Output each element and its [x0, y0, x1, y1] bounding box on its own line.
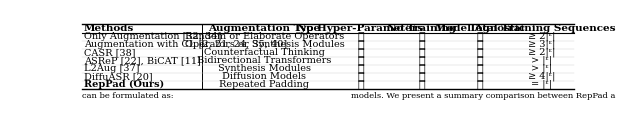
Text: ✓: ✓ [476, 47, 483, 58]
Text: ✗: ✗ [357, 31, 364, 42]
Text: ✓: ✓ [476, 39, 483, 50]
Text: ✓: ✓ [357, 79, 364, 90]
Text: > |ᵋ|: > |ᵋ| [531, 56, 552, 65]
Text: RepPad (Ours): RepPad (Ours) [84, 80, 164, 89]
Text: ✓: ✓ [476, 63, 483, 74]
Text: ASReP [22], BiCAT [11]: ASReP [22], BiCAT [11] [84, 56, 201, 65]
Text: Diffusion Models: Diffusion Models [223, 72, 307, 81]
Text: ✓: ✓ [476, 71, 483, 82]
Text: Augmentation with CL [2, 21, 24, 35, 40]: Augmentation with CL [2, 21, 24, 35, 40] [84, 40, 287, 49]
Text: Model Agnostic: Model Agnostic [435, 24, 524, 33]
Text: Augmentation Type: Augmentation Type [209, 24, 321, 33]
Text: ✗: ✗ [357, 55, 364, 66]
Text: ✗: ✗ [357, 71, 364, 82]
Text: models. We present a summary comparison between RepPad a: models. We present a summary comparison … [351, 92, 616, 100]
Text: ✗: ✗ [419, 71, 425, 82]
Text: L2Aug [37]: L2Aug [37] [84, 64, 140, 73]
Text: ≥ 4|ᵋ|: ≥ 4|ᵋ| [528, 72, 556, 81]
Text: Total Training Sequences: Total Training Sequences [468, 24, 615, 33]
Text: Random or Elaborate Operators: Random or Elaborate Operators [185, 32, 344, 41]
Text: > |ᵋ|: > |ᵋ| [531, 64, 552, 73]
Text: Methods: Methods [84, 24, 134, 33]
Text: ✗: ✗ [357, 47, 364, 58]
Text: No Training: No Training [387, 24, 456, 33]
Text: ✓: ✓ [476, 79, 483, 90]
Text: ✗: ✗ [476, 55, 483, 66]
Text: ✗: ✗ [419, 39, 425, 50]
Text: Bidirectional Transformers: Bidirectional Transformers [197, 56, 332, 65]
Text: = |ᵋ|: = |ᵋ| [531, 80, 552, 90]
Text: ✓: ✓ [419, 79, 425, 90]
Text: CASR [38]: CASR [38] [84, 48, 136, 57]
Text: ✗: ✗ [357, 39, 364, 50]
Text: ≥ 2|ᵋ|: ≥ 2|ᵋ| [528, 32, 556, 41]
Text: ✗: ✗ [419, 55, 425, 66]
Text: No Hyper-Parameters: No Hyper-Parameters [298, 24, 424, 33]
Text: DiffuASR [20]: DiffuASR [20] [84, 72, 152, 81]
Text: Repeated Padding: Repeated Padding [220, 80, 310, 89]
Text: Synthesis Modules: Synthesis Modules [218, 64, 311, 73]
Text: ✗: ✗ [357, 63, 364, 74]
Text: ✓: ✓ [476, 31, 483, 42]
Text: Operators or Synthesis Modules: Operators or Synthesis Modules [184, 40, 344, 49]
Text: Only Augmentation [32, 34]: Only Augmentation [32, 34] [84, 32, 221, 41]
Text: ≥ 3|ᵋ|: ≥ 3|ᵋ| [528, 40, 556, 49]
Text: ✗: ✗ [419, 47, 425, 58]
Text: ✓: ✓ [419, 31, 425, 42]
Text: ✗: ✗ [419, 63, 425, 74]
Text: ≥ 2|ᵋ|: ≥ 2|ᵋ| [528, 48, 556, 57]
Text: can be formulated as:: can be formulated as: [83, 92, 174, 100]
Text: Counterfactual Thinking: Counterfactual Thinking [204, 48, 325, 57]
